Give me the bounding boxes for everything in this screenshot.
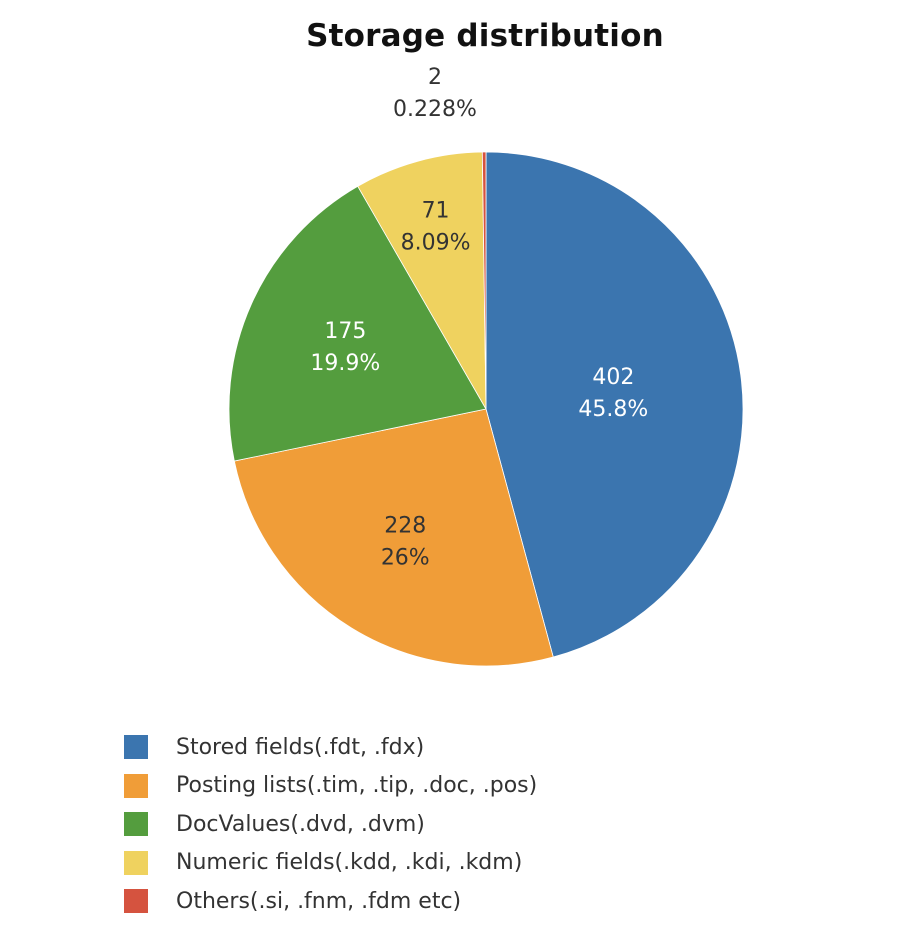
slice-percent-5: 0.228% xyxy=(393,97,477,122)
legend-swatch xyxy=(124,812,148,837)
slice-value-4: 71 xyxy=(422,199,450,224)
legend-swatch xyxy=(124,850,148,875)
slice-label-5: 2 0.228% xyxy=(393,65,477,122)
legend-item-5[interactable]: Others(.si, .fnm, .fdm etc) xyxy=(124,882,537,921)
pie-slices xyxy=(228,151,744,667)
legend: Stored fields(.fdt, .fdx) Posting lists(.… xyxy=(124,728,537,921)
legend-label: Numeric fields(.kdd, .kdi, .kdm) xyxy=(176,850,523,876)
chart-title: Storage distribution xyxy=(306,18,664,54)
legend-label: DocValues(.dvd, .dvm) xyxy=(176,811,425,837)
slice-percent-3: 19.9% xyxy=(310,351,380,376)
pie-slice-1[interactable] xyxy=(485,151,744,658)
slice-value-5: 2 xyxy=(428,65,442,90)
slice-label-4: 71 8.09% xyxy=(401,199,471,256)
pie-labels: 402 45.8%228 26%175 19.9%71 8.09%2 0.228% xyxy=(310,65,648,570)
slice-value-2: 228 xyxy=(384,513,426,538)
legend-label: Stored fields(.fdt, .fdx) xyxy=(176,734,425,760)
legend-item-3[interactable]: DocValues(.dvd, .dvm) xyxy=(124,805,537,844)
legend-item-1[interactable]: Stored fields(.fdt, .fdx) xyxy=(124,728,537,767)
pie-slice-2[interactable] xyxy=(233,408,554,667)
slice-value-3: 175 xyxy=(324,319,366,344)
slice-percent-1: 45.8% xyxy=(578,397,648,422)
legend-item-2[interactable]: Posting lists(.tim, .tip, .doc, .pos) xyxy=(124,767,537,806)
slice-label-3: 175 19.9% xyxy=(310,319,380,376)
pie-slice-3[interactable] xyxy=(228,185,487,462)
slice-value-1: 402 xyxy=(592,365,634,390)
slice-label-2: 228 26% xyxy=(381,513,430,570)
pie-slice-5[interactable] xyxy=(481,151,487,410)
legend-label: Posting lists(.tim, .tip, .doc, .pos) xyxy=(176,773,538,799)
legend-swatch xyxy=(124,773,148,798)
legend-swatch xyxy=(124,889,148,914)
legend-item-4[interactable]: Numeric fields(.kdd, .kdi, .kdm) xyxy=(124,844,537,883)
slice-percent-2: 26% xyxy=(381,545,430,570)
legend-label: Others(.si, .fnm, .fdm etc) xyxy=(176,888,462,914)
slice-label-1: 402 45.8% xyxy=(578,365,648,422)
legend-swatch xyxy=(124,735,148,760)
slice-percent-4: 8.09% xyxy=(401,231,471,256)
pie-chart: 402 45.8%228 26%175 19.9%71 8.09%2 0.228% xyxy=(228,65,744,667)
pie-slice-4[interactable] xyxy=(357,151,487,411)
